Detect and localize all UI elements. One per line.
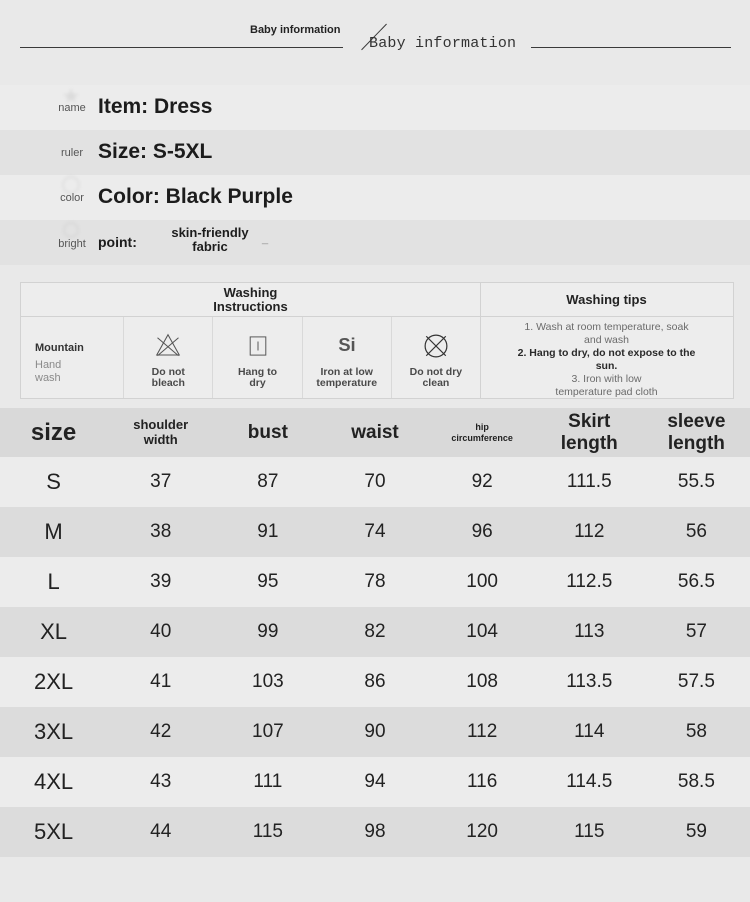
svg-text:Si: Si bbox=[338, 334, 355, 355]
